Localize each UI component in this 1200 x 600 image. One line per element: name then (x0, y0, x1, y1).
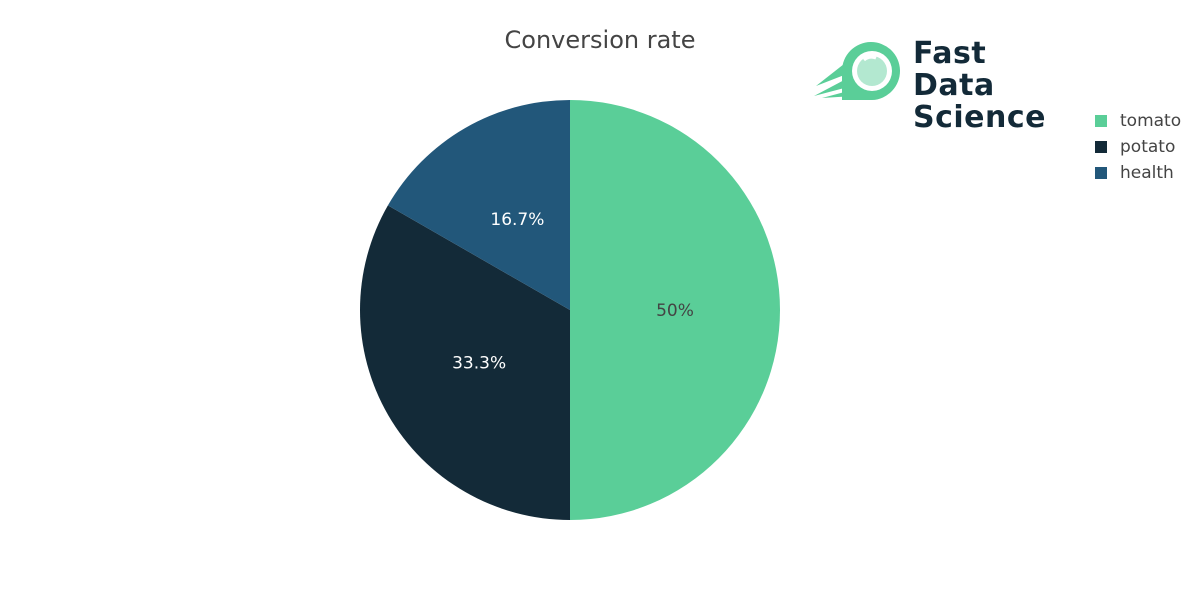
slice-label-potato: 33.3% (452, 354, 506, 374)
brand-line-1: Fast Data (913, 36, 995, 103)
legend-swatch-tomato (1095, 115, 1107, 127)
pie-slice-potato[interactable] (359, 205, 570, 520)
legend: tomato potato health (1095, 108, 1181, 186)
legend-item-tomato[interactable]: tomato (1095, 108, 1181, 134)
brand-wordmark: Fast Data Science (913, 38, 1072, 134)
slice-label-health: 16.7% (490, 210, 544, 230)
legend-label-potato: potato (1120, 137, 1176, 157)
slice-label-tomato: 50% (656, 301, 694, 321)
legend-label-tomato: tomato (1120, 111, 1182, 131)
magnifier-comet-icon (814, 42, 900, 100)
legend-item-potato[interactable]: potato (1095, 134, 1181, 160)
legend-swatch-potato (1095, 141, 1107, 153)
brand-logo: Fast Data Science (812, 38, 1072, 134)
legend-swatch-health (1095, 167, 1107, 179)
pie-slice-tomato[interactable] (570, 100, 780, 520)
chart-title: Conversion rate (504, 26, 696, 54)
pie-slice-health[interactable] (387, 100, 570, 310)
brand-line-2: Science (913, 100, 1047, 135)
legend-item-health[interactable]: health (1095, 160, 1181, 186)
legend-label-health: health (1120, 163, 1174, 183)
